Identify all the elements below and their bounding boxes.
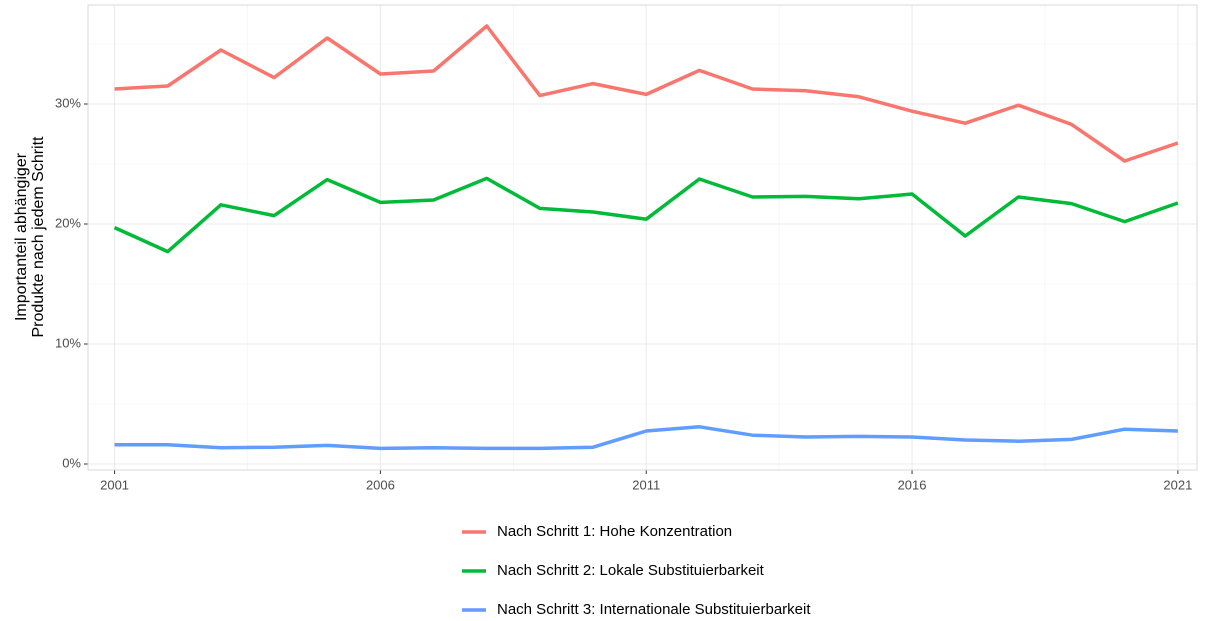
x-tick-label: 2001 <box>100 477 129 492</box>
y-tick-label: 0% <box>62 455 81 470</box>
y-axis-title: Produkte nach jedem Schritt <box>30 136 47 338</box>
legend-label: Nach Schritt 2: Lokale Substituierbarkei… <box>497 562 765 579</box>
line <box>113 176 1179 254</box>
y-tick-label: 30% <box>55 95 81 110</box>
x-tick-label: 2021 <box>1163 477 1192 492</box>
line <box>114 425 1178 451</box>
line <box>114 24 1179 163</box>
legend-label: Nach Schritt 1: Hohe Konzentration <box>497 523 732 540</box>
x-tick-label: 2006 <box>366 477 395 492</box>
y-tick-label: 10% <box>55 335 81 350</box>
y-axis-title: Importanteil abhängiger <box>13 152 30 321</box>
plot-border <box>87 4 1198 471</box>
legend-label: Nach Schritt 3: Internationale Substitui… <box>497 601 811 618</box>
y-tick-label: 20% <box>55 215 81 230</box>
x-tick-label: 2011 <box>632 477 660 492</box>
x-tick-label: 2016 <box>898 477 927 492</box>
